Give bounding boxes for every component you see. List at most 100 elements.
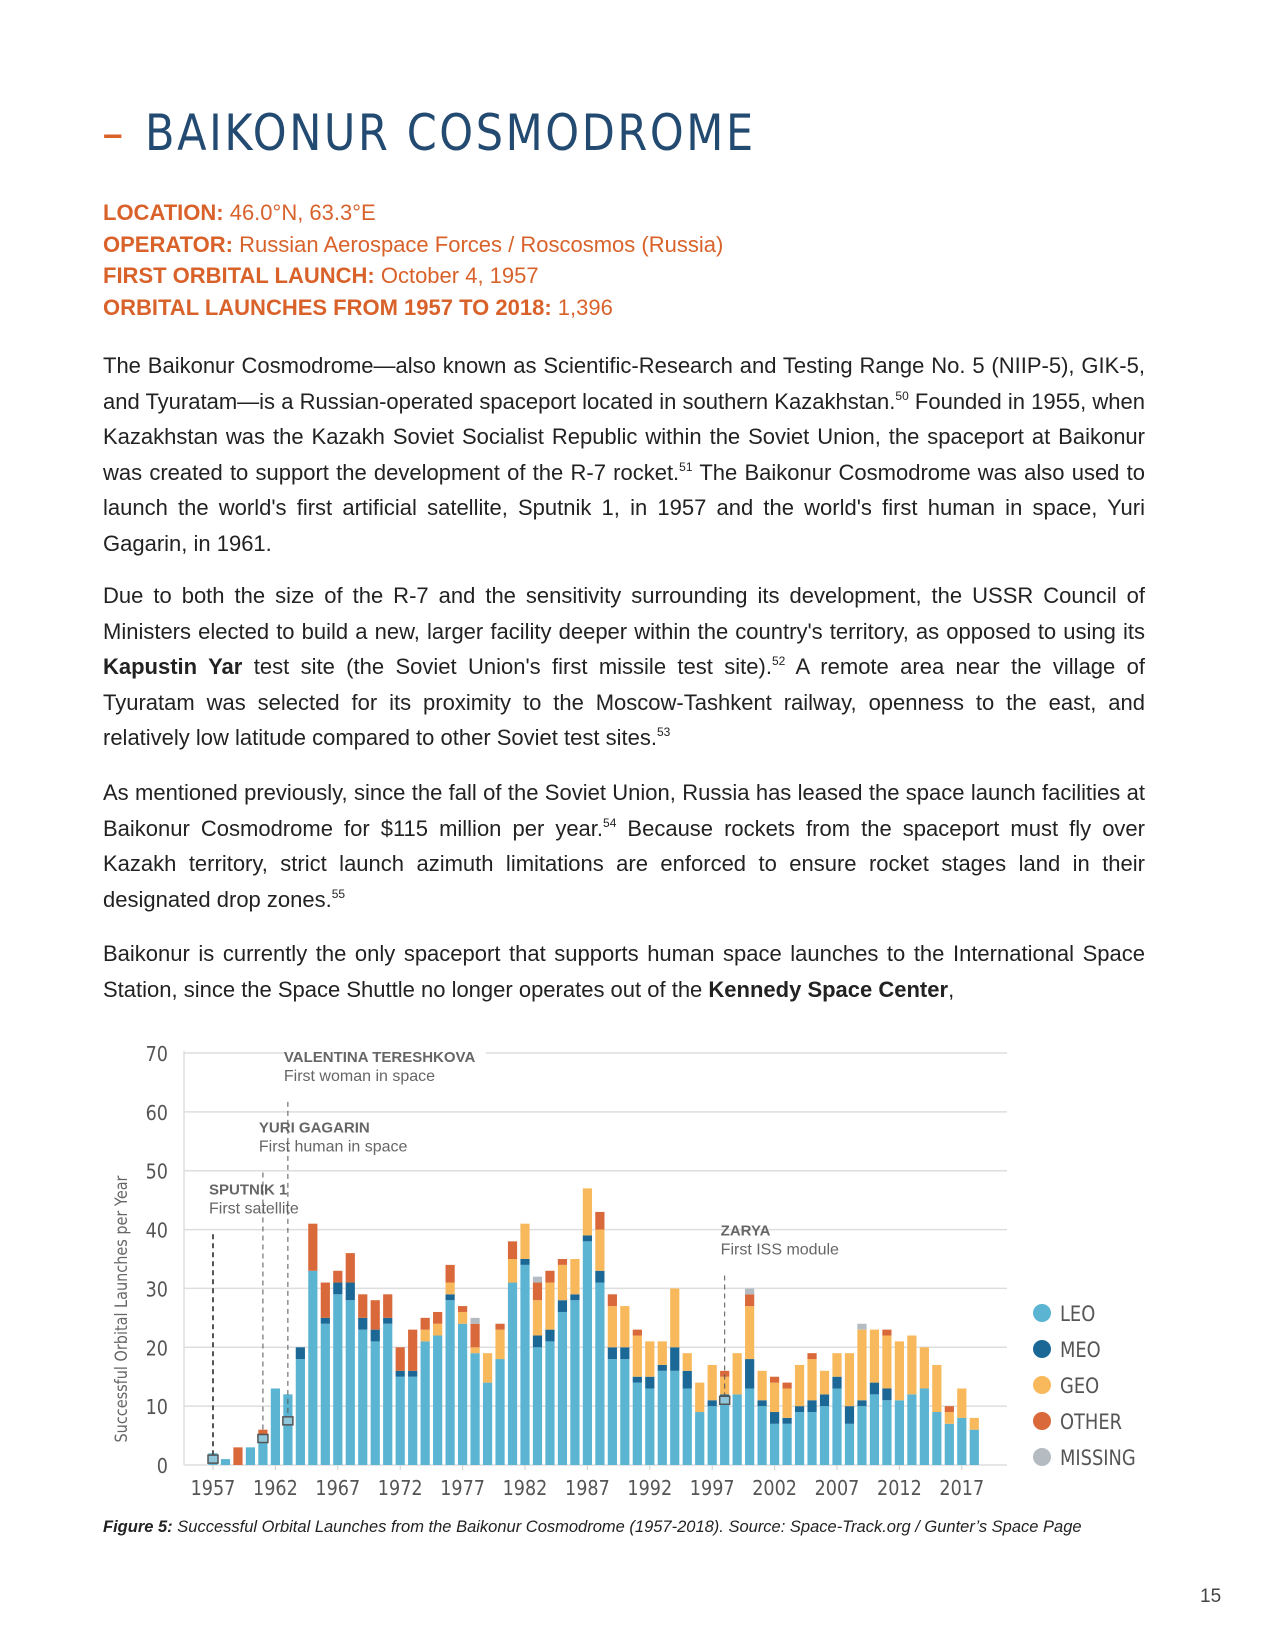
bar-geo-1988 <box>595 1229 605 1271</box>
body-paragraph: Baikonur is currently the only spaceport… <box>103 936 1145 1007</box>
annotation-subtitle: First woman in space <box>284 1068 435 1085</box>
legend-swatch-missing <box>1033 1448 1051 1466</box>
bar-geo-2010 <box>869 1329 880 1383</box>
bar-other-1959 <box>233 1447 243 1465</box>
annotation-title: VALENTINA TERESHKOVA <box>284 1049 476 1066</box>
bar-leo-1989 <box>607 1359 617 1465</box>
figure-caption: Figure 5: Successful Orbital Launches fr… <box>103 1518 1082 1537</box>
bar-meo-1991 <box>632 1376 642 1383</box>
bar-meo-1971 <box>383 1317 393 1324</box>
bar-geo-1980 <box>495 1329 505 1360</box>
x-tick-label: 1977 <box>440 1478 485 1500</box>
x-tick-label: 1967 <box>315 1478 360 1500</box>
bar-leo-1997 <box>707 1406 717 1465</box>
bar-leo-1978 <box>470 1353 480 1465</box>
y-tick-label: 20 <box>146 1338 168 1360</box>
title-text: BAIKONUR COSMODROME <box>145 104 756 162</box>
bar-meo-1995 <box>682 1370 692 1389</box>
bar-other-1974 <box>420 1317 430 1330</box>
bar-meo-1964 <box>295 1347 305 1360</box>
bar-meo-1984 <box>545 1329 555 1342</box>
bar-geo-2015 <box>932 1364 942 1413</box>
fact-label: LOCATION: <box>103 200 224 225</box>
bar-leo-1996 <box>695 1412 705 1465</box>
bar-other-1983 <box>532 1282 543 1301</box>
bar-leo-1969 <box>358 1329 368 1465</box>
x-tick-label: 1992 <box>627 1478 672 1500</box>
bar-geo-2002 <box>770 1382 780 1413</box>
bar-leo-1966 <box>320 1323 330 1465</box>
y-axis-label: Successful Orbital Launches per Year <box>111 1175 131 1442</box>
x-tick-label: 1982 <box>503 1478 548 1500</box>
bar-leo-2012 <box>894 1400 904 1465</box>
bar-leo-1965 <box>308 1270 318 1465</box>
bar-meo-1985 <box>557 1300 568 1312</box>
bar-meo-1983 <box>532 1335 543 1348</box>
fact-value: Russian Aerospace Forces / Roscosmos (Ru… <box>239 231 724 257</box>
bar-leo-2004 <box>794 1412 805 1465</box>
bar-other-1973 <box>408 1329 418 1371</box>
bar-leo-1964 <box>295 1359 305 1465</box>
bar-leo-1993 <box>657 1370 667 1465</box>
bar-geo-1977 <box>458 1311 468 1324</box>
text-run: The Baikonur Cosmodrome was also used to… <box>103 459 1145 556</box>
bar-geo-2003 <box>782 1388 792 1418</box>
bar-geo-1974 <box>420 1329 430 1342</box>
fact-label: FIRST ORBITAL LAUNCH: <box>103 263 375 289</box>
bar-geo-1995 <box>682 1353 692 1371</box>
annotation-title: SPUTNIK 1 <box>209 1181 287 1198</box>
x-tick-label: 1962 <box>253 1478 298 1500</box>
bar-geo-1981 <box>507 1259 518 1283</box>
fact-label: ORBITAL LAUNCHES FROM 1957 TO 2018: <box>103 295 552 321</box>
bar-other-2002 <box>770 1376 780 1383</box>
bar-geo-2007 <box>832 1353 842 1377</box>
bar-other-1965 <box>308 1223 318 1271</box>
bar-geo-2011 <box>882 1335 892 1389</box>
annotation-marker <box>718 1395 731 1406</box>
y-tick-label: 30 <box>146 1279 168 1301</box>
bar-leo-2001 <box>757 1406 767 1465</box>
bar-meo-1987 <box>582 1235 592 1242</box>
bar-leo-2015 <box>932 1412 942 1465</box>
bar-leo-2006 <box>819 1406 830 1465</box>
bar-geo-1979 <box>482 1353 493 1383</box>
bar-meo-1967 <box>333 1282 343 1295</box>
bar-leo-1980 <box>495 1359 505 1465</box>
fact-value: October 4, 1957 <box>380 263 539 289</box>
bar-leo-2016 <box>944 1423 954 1465</box>
bar-leo-1987 <box>582 1241 592 1465</box>
bar-leo-1963 <box>283 1394 293 1465</box>
bar-other-2016 <box>944 1406 954 1413</box>
footnote-ref: 52 <box>771 654 786 668</box>
bar-leo-1991 <box>632 1382 642 1465</box>
bar-geo-2016 <box>944 1412 954 1424</box>
bar-leo-1960 <box>245 1447 256 1465</box>
bar-leo-2017 <box>957 1417 967 1465</box>
body-paragraph: Due to both the size of the R-7 and the … <box>103 578 1145 756</box>
text-run: As mentioned previously, since the fall … <box>103 780 1145 841</box>
y-tick-label: 60 <box>146 1103 168 1125</box>
bar-geo-2004 <box>794 1364 805 1407</box>
legend-label-meo: MEO <box>1060 1338 1101 1363</box>
bar-other-1970 <box>370 1300 380 1330</box>
bar-meo-2002 <box>770 1412 780 1424</box>
bar-meo-2008 <box>844 1406 855 1424</box>
bar-leo-2018 <box>969 1429 979 1465</box>
body-paragraph: As mentioned previously, since the fall … <box>103 775 1145 917</box>
bar-leo-1990 <box>620 1359 630 1465</box>
bar-meo-1969 <box>358 1317 368 1330</box>
bar-meo-1988 <box>595 1270 605 1283</box>
x-tick-label: 1957 <box>191 1478 236 1500</box>
bar-leo-1973 <box>408 1376 418 1465</box>
bar-meo-2010 <box>869 1382 880 1395</box>
bar-missing-2009 <box>857 1323 867 1330</box>
annotation-label-bg <box>285 1045 486 1066</box>
x-tick-label: 2002 <box>752 1478 797 1500</box>
bar-meo-1966 <box>320 1317 330 1324</box>
bar-geo-2018 <box>969 1417 979 1430</box>
bar-leo-1974 <box>420 1341 430 1465</box>
annotation-marker <box>257 1433 269 1444</box>
bar-meo-1968 <box>345 1282 355 1301</box>
bar-geo-1982 <box>520 1223 530 1259</box>
bar-geo-1990 <box>620 1306 630 1348</box>
